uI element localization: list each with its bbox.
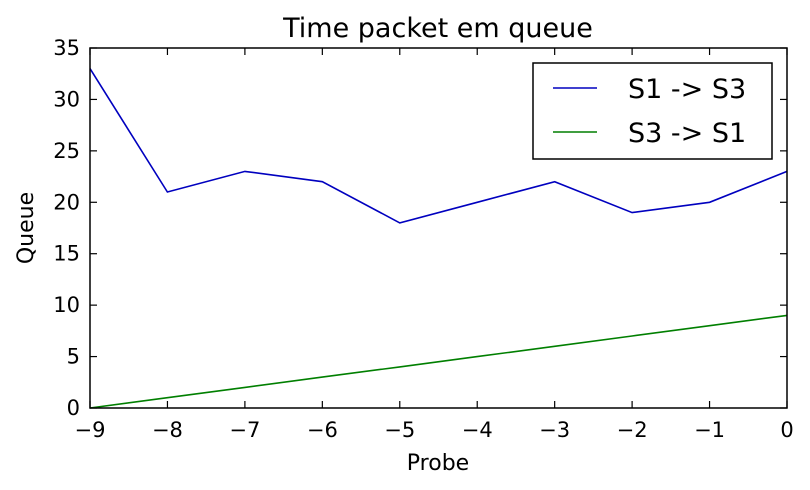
y-tick-label: 15 — [53, 242, 80, 266]
y-tick-label: 5 — [67, 345, 80, 369]
x-tick-label: −3 — [539, 418, 570, 442]
chart-title: Time packet em queue — [282, 13, 593, 44]
x-tick-label: −1 — [694, 418, 725, 442]
x-tick-label: −4 — [462, 418, 493, 442]
axis-ticks — [89, 47, 788, 409]
tick-labels: −9 −8 −7 −6 −5 −4 −3 −2 −1 0 0 5 10 15 20 25 30 35 — [53, 36, 793, 442]
series-lines — [89, 68, 788, 409]
y-tick-label: 30 — [53, 87, 80, 111]
legend-label-2: S3 -> S1 — [628, 118, 746, 149]
x-tick-label: −6 — [307, 418, 338, 442]
x-tick-label: 0 — [780, 418, 793, 442]
y-axis-label: Queue — [14, 192, 39, 264]
x-axis-label: Probe — [407, 451, 469, 476]
legend-box — [532, 62, 773, 160]
x-tick-label: −5 — [384, 418, 415, 442]
y-tick-label: 10 — [53, 293, 80, 317]
series-line-1 — [89, 68, 788, 224]
y-tick-label: 35 — [53, 36, 80, 60]
x-tick-label: −7 — [229, 418, 260, 442]
series-line-2 — [89, 314, 788, 409]
legend: S1 -> S3 S3 -> S1 — [532, 62, 773, 160]
x-tick-label: −9 — [75, 418, 106, 442]
y-tick-label: 20 — [53, 190, 80, 214]
x-tick-label: −8 — [152, 418, 183, 442]
plot-frame — [89, 47, 788, 409]
legend-label-1: S1 -> S3 — [628, 74, 746, 105]
y-tick-label: 25 — [53, 139, 80, 163]
y-tick-label: 0 — [67, 396, 80, 420]
x-tick-label: −2 — [617, 418, 648, 442]
